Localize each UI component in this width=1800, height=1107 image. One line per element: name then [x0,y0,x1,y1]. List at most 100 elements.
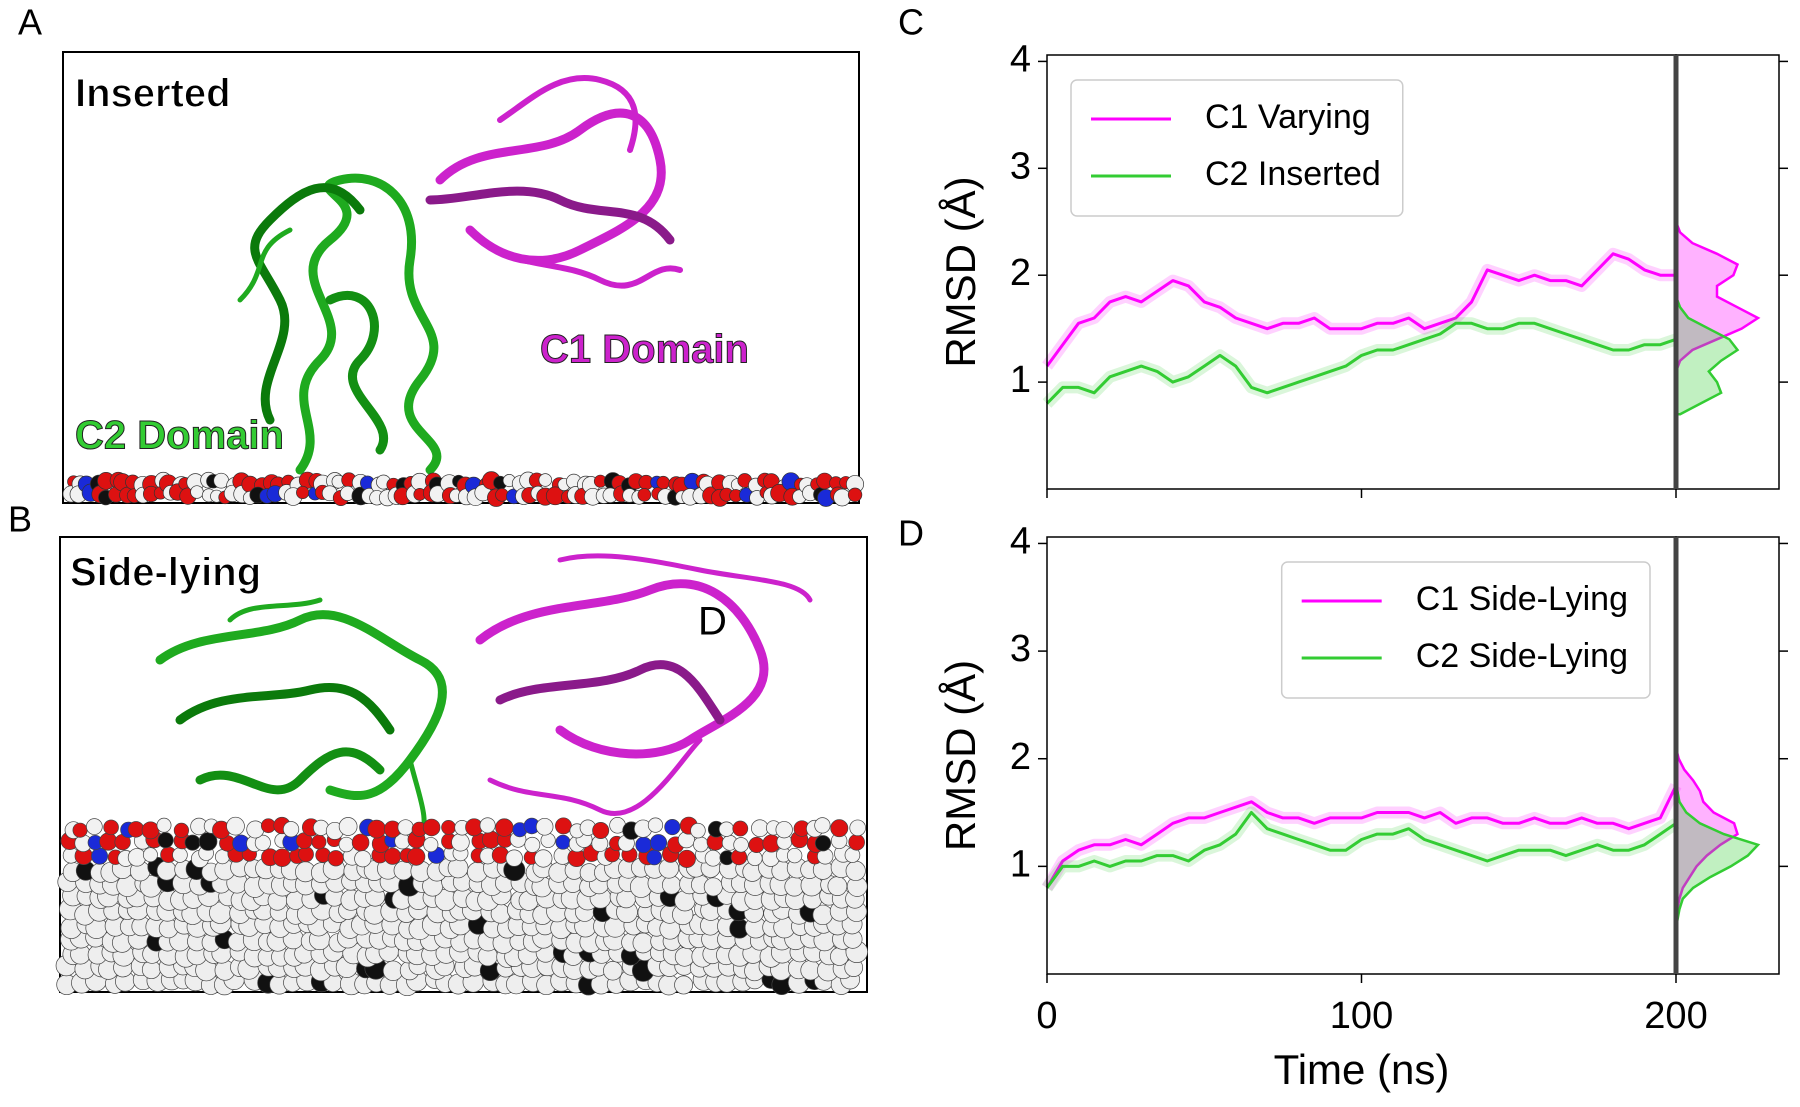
atom [142,847,158,863]
marginal-density [1674,747,1739,921]
y-tick-label: 2 [1010,252,1031,294]
atom [296,485,310,500]
x-tick-label: 0 [1036,995,1057,1037]
y-axis-label: RMSD (Å) [937,176,984,367]
atom [254,834,271,851]
marginal-frame [1675,536,1780,975]
atom [273,848,292,867]
x-tick-label: 100 [1330,995,1393,1037]
atom [603,961,623,981]
atom [156,817,172,833]
panel-label: B [8,499,32,540]
atom [690,822,706,839]
atom [338,836,355,853]
atom [555,834,571,850]
atom [534,849,553,868]
atom [91,847,108,865]
image-frame [62,51,860,504]
image-title: Side-lying [70,551,261,595]
c2-ribbon [155,597,447,843]
line [1045,252,1676,367]
atom [173,822,190,838]
atom [282,821,300,838]
atom [298,846,314,863]
legend-frame [1280,561,1651,699]
atom [674,975,694,995]
atom [845,860,866,881]
atom [786,847,803,864]
atom [524,836,541,853]
atom [141,821,160,840]
line [1045,784,1678,889]
atom [260,818,276,834]
membrane [62,471,865,507]
atom [423,837,439,853]
atom [172,847,188,863]
atom [693,836,709,853]
atom [351,833,370,852]
legend: C1 Varying C2 Inserted [1070,79,1404,217]
atom [397,819,414,836]
y-tick-label: 1 [1010,843,1031,885]
panel-label: D [898,513,924,554]
atom [632,932,654,954]
atom [635,836,652,854]
y-tick-label: 1 [1010,359,1031,401]
y-tick-label: 2 [1010,736,1031,778]
atom [814,835,832,852]
atom [849,819,866,837]
atom [751,819,769,838]
annotation: C1 Domain [540,328,749,372]
atom [479,817,496,834]
atom [732,820,749,837]
y-axis-label: RMSD (Å) [937,660,984,851]
atom [775,821,793,839]
atom [451,833,470,852]
x-tick-label: 200 [1644,995,1707,1037]
y-tick-label: 3 [1010,145,1031,187]
atom [733,837,749,853]
atom [184,834,201,851]
c1-ribbon [475,553,813,816]
atom [535,817,554,836]
atom [538,473,553,487]
atom [555,817,572,835]
atom [703,877,723,897]
atom [327,850,344,867]
c1-ribbon [425,75,683,289]
atom [646,849,663,866]
structure-image: Side-lying D [55,536,868,997]
structure-image: Inserted C1 Domain C2 Domain [62,51,865,507]
atom [422,818,441,837]
annotation: C2 Domain [75,414,284,458]
atom [338,817,358,836]
atom [718,821,735,837]
atom [226,816,245,836]
legend-frame [1070,79,1404,217]
charts: 1 2 3 4 RMSD (Å) C1 Varying C2 Inserted 1 2 3 4 0 10… [937,38,1788,1093]
image-title: Inserted [75,72,231,116]
atom [637,488,652,502]
legend-label: C1 Side-Lying [1416,580,1628,618]
atom [833,488,851,507]
atom [190,485,204,499]
membrane [55,816,868,997]
atom [748,836,765,853]
panel-label: A [18,2,42,43]
atom [677,849,696,868]
atom [127,848,147,867]
atom [830,819,849,838]
atom [103,819,119,836]
legend-label: C2 Inserted [1205,155,1381,193]
c2-ribbon [237,173,442,475]
atom [393,860,414,881]
atom [848,833,865,851]
atom [407,847,426,866]
line [1045,811,1677,889]
atom [592,822,610,839]
y-tick-label: 3 [1010,628,1031,670]
atom [656,475,670,490]
atom [127,821,145,838]
annotation: D [698,600,727,644]
atom [86,818,103,835]
